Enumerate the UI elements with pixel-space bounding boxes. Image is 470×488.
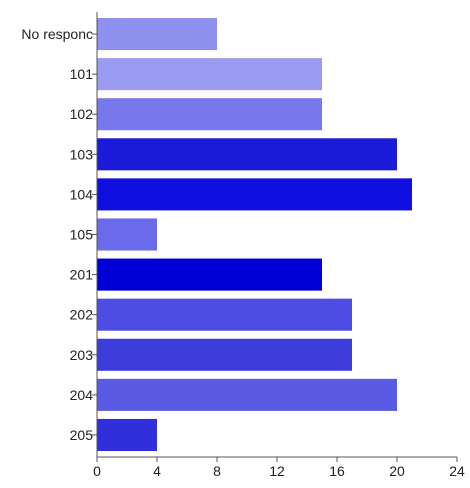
x-tick-label: 12 [269, 463, 285, 479]
bar-105 [97, 218, 157, 251]
category-label: 105 [70, 227, 94, 243]
category-label: 101 [70, 66, 94, 82]
category-label: No responc [21, 26, 93, 42]
category-label: 103 [70, 146, 94, 162]
category-label: 102 [70, 106, 94, 122]
category-label: 104 [70, 186, 94, 202]
bar-101 [97, 58, 322, 91]
category-label: 201 [70, 267, 94, 283]
bar-204 [97, 378, 397, 411]
category-label: 205 [70, 427, 94, 443]
bars-layer [97, 18, 412, 451]
bar-203 [97, 338, 352, 371]
x-tick-label: 8 [213, 463, 221, 479]
bar-no-responc [97, 18, 217, 51]
x-tick-label: 0 [93, 463, 101, 479]
axes-layer [92, 12, 458, 462]
x-tick-label: 20 [389, 463, 405, 479]
bar-201 [97, 258, 322, 291]
x-tick-label: 16 [329, 463, 345, 479]
category-label: 203 [70, 347, 94, 363]
category-label: 204 [70, 387, 94, 403]
bar-102 [97, 98, 322, 131]
bar-202 [97, 298, 352, 331]
bar-104 [97, 178, 412, 211]
bar-103 [97, 138, 397, 171]
category-label: 202 [70, 307, 94, 323]
labels-layer: No responc101102103104105201202203204205… [21, 26, 465, 479]
x-tick-label: 4 [153, 463, 161, 479]
x-tick-label: 24 [449, 463, 465, 479]
bar-205 [97, 418, 157, 451]
